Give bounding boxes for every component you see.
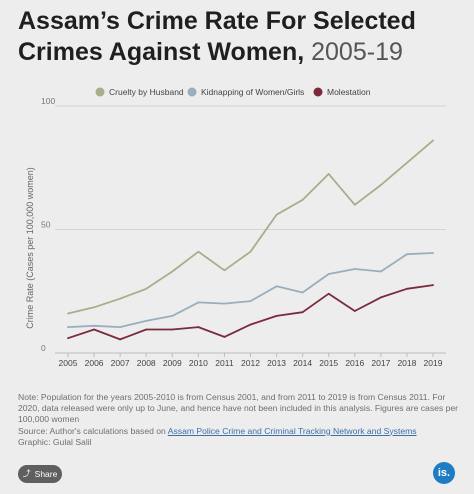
data-point-s2-2018	[406, 253, 408, 256]
x-tick-label-2005: 2005	[59, 358, 78, 368]
chart-series	[67, 139, 434, 341]
data-point-s3-2016	[353, 310, 356, 312]
title-years: 2005-19	[311, 38, 403, 66]
x-tick-label-2013: 2013	[267, 358, 286, 368]
data-point-s1-2016	[353, 203, 356, 206]
legend-label-2: Kidnapping of Women/Girls	[201, 87, 304, 97]
data-point-s1-2013	[275, 213, 278, 216]
source-prefix: Source: Author's calculations based on	[18, 425, 166, 436]
data-point-s3-2019	[432, 284, 434, 286]
data-point-s2-2015	[327, 273, 330, 275]
chart-title: Assam’s Crime Rate For Selected Crimes A…	[18, 6, 458, 68]
x-tick-label-2007: 2007	[111, 358, 130, 368]
data-point-s3-2018	[406, 287, 408, 290]
chart-notes: Note: Population for the years 2005-2010…	[18, 392, 458, 448]
data-point-s3-2007	[119, 338, 122, 341]
data-point-s1-2012	[249, 250, 252, 253]
data-point-s1-2005	[67, 312, 69, 315]
x-tick-label-2009: 2009	[163, 358, 182, 368]
data-point-s3-2012	[249, 323, 252, 326]
data-point-s3-2013	[275, 315, 278, 317]
x-tick-label-2014: 2014	[293, 358, 312, 368]
data-point-s1-2009	[171, 270, 174, 273]
data-point-s1-2018	[406, 161, 408, 164]
data-point-s3-2005	[67, 337, 69, 340]
data-point-s2-2016	[353, 268, 356, 270]
data-point-s2-2012	[249, 300, 252, 303]
data-point-s1-2008	[145, 287, 148, 290]
data-point-s3-2014	[301, 311, 304, 314]
y-tick-label-0: 0	[41, 343, 46, 353]
series-line-2	[67, 252, 434, 329]
x-tick-label-2017: 2017	[371, 358, 390, 368]
x-tick-label-2019: 2019	[424, 358, 443, 368]
data-point-s3-2015	[327, 292, 330, 295]
x-tick-label-2012: 2012	[241, 358, 260, 368]
series-line-1	[67, 139, 434, 315]
share-label: Share	[34, 469, 58, 479]
data-point-s1-2006	[93, 306, 95, 309]
data-point-s2-2008	[145, 319, 148, 322]
chart-grid	[55, 105, 446, 354]
data-point-s1-2019	[432, 139, 434, 142]
x-tick-label-2011: 2011	[215, 358, 234, 368]
data-point-s2-2005	[67, 326, 69, 328]
share-icon: ⤴	[22, 469, 31, 478]
y-tick-label-100: 100	[41, 96, 55, 106]
data-point-s1-2010	[197, 250, 200, 253]
data-point-s3-2009	[171, 328, 174, 331]
x-tick-label-2010: 2010	[189, 358, 208, 368]
data-point-s3-2010	[197, 326, 200, 328]
x-tick-label-2018: 2018	[397, 358, 416, 368]
line-chart: Cruelty by Husband Kidnapping of Women/Gi…	[25, 87, 446, 368]
legend-label-3: Molestation	[327, 87, 371, 97]
data-point-s1-2007	[119, 297, 122, 300]
data-point-s2-2007	[119, 326, 122, 328]
data-point-s2-2009	[171, 315, 174, 317]
legend-marker-1	[95, 87, 105, 97]
y-axis-label: Crime Rate (Cases per 100,000 women)	[25, 167, 35, 329]
legend-label-1: Cruelty by Husband	[109, 87, 184, 97]
data-point-s2-2014	[301, 291, 304, 294]
data-point-s3-2011	[223, 336, 226, 338]
data-point-s2-2019	[432, 252, 434, 254]
data-point-s2-2006	[93, 324, 95, 327]
graphic-credit: Graphic: Gulal Salil	[18, 436, 92, 447]
x-tick-label-2008: 2008	[137, 358, 156, 368]
data-point-s3-2017	[379, 296, 382, 299]
source-line: Source: Author's calculations based on A…	[18, 426, 458, 437]
chart-axes: 0 50 100 2005 2006 2007 2008 2009 2010 2011 2012 20…	[41, 96, 446, 368]
brand-logo[interactable]: is.	[433, 462, 455, 484]
x-tick-label-2016: 2016	[345, 358, 364, 368]
y-tick-label-50: 50	[41, 220, 51, 230]
legend-marker-3	[313, 87, 323, 97]
source-link[interactable]: Assam Police Crime and Criminal Tracking…	[167, 425, 417, 436]
data-point-s1-2015	[327, 173, 330, 175]
data-point-s1-2011	[223, 269, 226, 272]
data-point-s3-2006	[93, 328, 95, 331]
data-point-s2-2010	[197, 301, 200, 304]
data-point-s2-2017	[379, 270, 382, 273]
data-point-s1-2017	[379, 184, 382, 186]
data-point-s3-2008	[145, 328, 148, 331]
title-main: Assam’s Crime Rate For Selected Crimes A…	[18, 7, 416, 66]
share-button[interactable]: ⤴ Share	[18, 465, 62, 483]
note-text: Note: Population for the years 2005-2010…	[18, 392, 458, 425]
data-point-s2-2011	[223, 302, 226, 305]
x-tick-label-2015: 2015	[319, 358, 338, 368]
x-tick-label-2006: 2006	[85, 358, 104, 368]
data-point-s1-2014	[301, 198, 304, 201]
legend-marker-2	[187, 87, 197, 97]
series-line-3	[67, 284, 434, 341]
chart-legend: Cruelty by Husband Kidnapping of Women/Gi…	[95, 87, 371, 97]
data-point-s2-2013	[275, 285, 278, 288]
